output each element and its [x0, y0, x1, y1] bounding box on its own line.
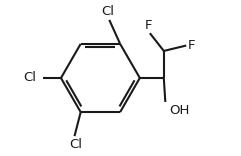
Text: F: F — [188, 39, 195, 52]
Text: Cl: Cl — [69, 138, 82, 151]
Text: OH: OH — [169, 104, 190, 117]
Text: Cl: Cl — [23, 71, 36, 85]
Text: Cl: Cl — [101, 5, 114, 18]
Text: F: F — [145, 19, 152, 32]
